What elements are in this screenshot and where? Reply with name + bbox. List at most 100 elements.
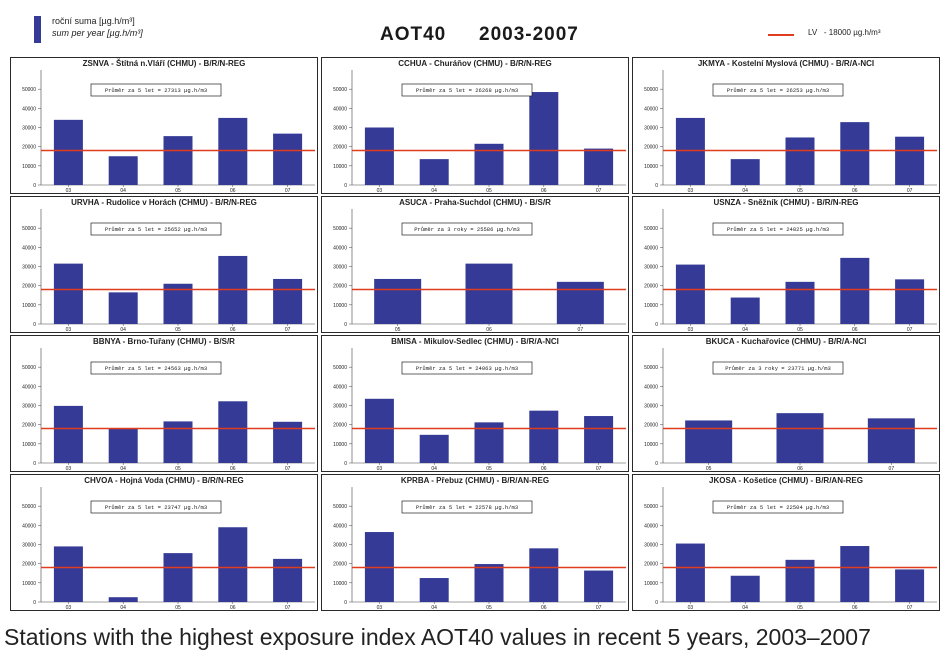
- y-tick-label: 20000: [644, 284, 658, 290]
- data-bar: [529, 410, 559, 463]
- data-bar: [895, 569, 925, 602]
- average-annotation: Průměr za 5 let = 26268 µg.h/m3: [416, 87, 518, 94]
- legend-swatch: [34, 16, 41, 43]
- station-title: JKMYA - Kostelní Myslová (CHMU) - B/R/A-…: [698, 59, 874, 68]
- data-bar: [785, 281, 815, 324]
- station-chart-svg: BBNYA - Brno-Tuřany (CHMU) - B/S/R 0 10000…: [22, 337, 315, 471]
- station-chart-svg: BMISA - Mikulov-Sedlec (CHMU) - B/R/A-NC…: [333, 337, 626, 471]
- x-tick-label: 03: [688, 327, 694, 332]
- data-bar: [840, 257, 870, 324]
- average-annotation: Průměr za 3 roky = 25586 µg.h/m3: [414, 226, 520, 233]
- x-tick-label: 07: [578, 327, 584, 332]
- x-tick-label: 07: [907, 327, 913, 332]
- station-chart-panel: KPRBA - Přebuz (CHMU) - B/R/AN-REG 0 10000…: [321, 474, 629, 611]
- x-tick-label: 04: [120, 188, 126, 193]
- x-tick-label: 05: [175, 327, 181, 332]
- y-tick-label: 10000: [333, 581, 347, 587]
- average-annotation: Průměr za 5 let = 26253 µg.h/m3: [727, 87, 829, 94]
- x-tick-label: 03: [66, 605, 72, 610]
- station-chart-svg: KPRBA - Přebuz (CHMU) - B/R/AN-REG 0 10000…: [333, 476, 626, 610]
- x-tick-label: 04: [431, 466, 437, 471]
- x-tick-label: 03: [377, 605, 383, 610]
- y-tick-label: 30000: [22, 404, 36, 410]
- x-tick-label: 03: [688, 188, 694, 193]
- y-tick-label: 30000: [22, 543, 36, 549]
- data-bar: [53, 119, 83, 185]
- average-annotation-box: [712, 500, 844, 514]
- data-bar: [529, 92, 559, 185]
- y-tick-label: 0: [344, 600, 347, 606]
- data-bar: [840, 546, 870, 602]
- x-tick-label: 06: [541, 466, 547, 471]
- data-bar: [53, 263, 83, 324]
- y-tick-label: 10000: [22, 442, 36, 448]
- average-annotation: Průměr za 5 let = 27313 µg.h/m3: [105, 87, 207, 94]
- y-tick-label: 40000: [22, 523, 36, 529]
- station-chart-svg: ZSNVA - Štítná n.Vláří (CHMU) - B/R/N-RE…: [22, 59, 315, 193]
- y-tick-label: 50000: [22, 87, 36, 93]
- station-title: BMISA - Mikulov-Sedlec (CHMU) - B/R/A-NC…: [391, 337, 559, 346]
- y-tick-label: 50000: [333, 504, 347, 510]
- y-tick-label: 10000: [22, 581, 36, 587]
- y-tick-label: 30000: [644, 126, 658, 132]
- x-tick-label: 07: [285, 327, 291, 332]
- y-tick-label: 20000: [644, 562, 658, 568]
- x-tick-label: 05: [486, 188, 492, 193]
- data-bar: [867, 418, 915, 463]
- x-tick-label: 07: [285, 605, 291, 610]
- y-tick-label: 50000: [644, 365, 658, 371]
- chart-title: AOT40: [380, 24, 447, 45]
- x-tick-label: 03: [377, 188, 383, 193]
- y-tick-label: 40000: [333, 245, 347, 251]
- data-bar: [218, 527, 248, 602]
- station-chart-panel: ZSNVA - Štítná n.Vláří (CHMU) - B/R/N-RE…: [10, 57, 318, 194]
- x-tick-label: 04: [120, 327, 126, 332]
- limit-value-legend-label: LV - 18000 µg.h/m³: [808, 28, 881, 37]
- data-bar: [419, 434, 449, 463]
- station-chart-svg: URVHA - Rudolice v Horách (CHMU) - B/R/N…: [22, 198, 315, 332]
- average-annotation-box: [401, 500, 533, 514]
- y-tick-label: 20000: [22, 145, 36, 151]
- station-chart-svg: ASUCA - Praha-Suchdol (CHMU) - B/S/R 0 100…: [333, 198, 626, 332]
- x-tick-label: 07: [596, 466, 602, 471]
- x-tick-label: 05: [395, 327, 401, 332]
- chart-title-years: 2003-2007: [479, 24, 579, 45]
- data-bar: [895, 279, 925, 324]
- average-annotation-box: [401, 222, 533, 236]
- x-tick-label: 04: [431, 188, 437, 193]
- y-tick-label: 0: [344, 183, 347, 189]
- data-bar: [465, 263, 513, 324]
- x-tick-label: 04: [431, 605, 437, 610]
- y-tick-label: 20000: [22, 284, 36, 290]
- data-bar: [730, 575, 760, 602]
- y-tick-label: 40000: [333, 106, 347, 112]
- data-bar: [108, 597, 138, 602]
- y-tick-label: 50000: [644, 226, 658, 232]
- data-bar: [785, 137, 815, 185]
- station-title: KPRBA - Přebuz (CHMU) - B/R/AN-REG: [401, 476, 549, 485]
- data-bar: [163, 283, 193, 324]
- x-tick-label: 05: [797, 327, 803, 332]
- station-chart-panel: CCHUA - Churáňov (CHMU) - B/R/N-REG 0 1000…: [321, 57, 629, 194]
- y-tick-label: 30000: [333, 265, 347, 271]
- data-bar: [108, 156, 138, 185]
- x-tick-label: 03: [377, 466, 383, 471]
- x-tick-label: 04: [742, 327, 748, 332]
- x-tick-label: 07: [907, 188, 913, 193]
- x-tick-label: 06: [230, 188, 236, 193]
- data-bar: [419, 578, 449, 602]
- x-tick-label: 06: [797, 466, 803, 471]
- station-title: URVHA - Rudolice v Horách (CHMU) - B/R/N…: [71, 198, 257, 207]
- y-tick-label: 10000: [644, 581, 658, 587]
- y-tick-label: 10000: [644, 164, 658, 170]
- x-tick-label: 05: [797, 188, 803, 193]
- y-tick-label: 10000: [333, 164, 347, 170]
- data-bar: [529, 548, 559, 602]
- data-bar: [730, 159, 760, 185]
- station-chart-svg: JKOSA - Košetice (CHMU) - B/R/AN-REG 0 100…: [644, 476, 937, 610]
- y-tick-label: 30000: [333, 126, 347, 132]
- x-tick-label: 04: [742, 188, 748, 193]
- station-chart-panel: BBNYA - Brno-Tuřany (CHMU) - B/S/R 0 10000…: [10, 335, 318, 472]
- y-tick-label: 20000: [22, 423, 36, 429]
- legend-label-czech: roční suma [µg.h/m³]: [52, 16, 135, 26]
